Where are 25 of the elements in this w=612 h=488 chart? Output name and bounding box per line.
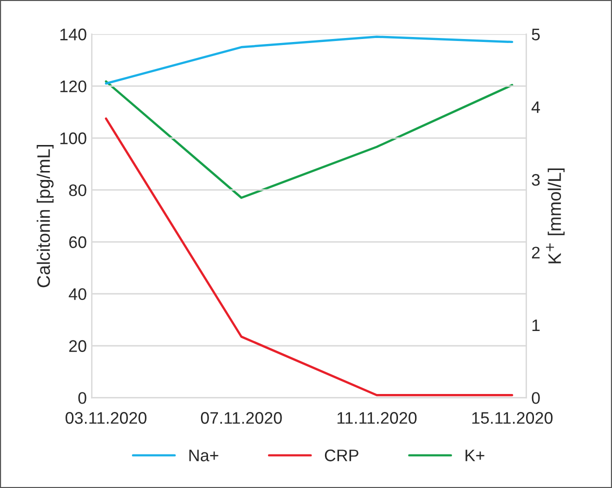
y-tick-label: 80 bbox=[69, 184, 86, 196]
y-tick-label: 40 bbox=[68, 288, 86, 300]
y-axis-title: Calcitonin [pg/mL] bbox=[36, 144, 54, 288]
y2-tick-label: 0 bbox=[532, 392, 540, 404]
y-tick-label: 120 bbox=[60, 80, 86, 92]
legend-label: K+ bbox=[466, 450, 484, 462]
x-tick-label: 11.11.2020 bbox=[338, 412, 417, 424]
y2-tick-label: 2 bbox=[532, 246, 540, 258]
y-tick-label: 100 bbox=[60, 132, 86, 144]
y-tick-label: 140 bbox=[60, 28, 86, 40]
y2-tick-label: 5 bbox=[532, 28, 540, 40]
x-tick-label: 03.11.2020 bbox=[66, 412, 146, 424]
line-series bbox=[104, 36, 514, 85]
y2-tick-label: 3 bbox=[532, 174, 540, 186]
legend-label: Na+ bbox=[189, 450, 218, 462]
y2-tick-label: 4 bbox=[532, 101, 540, 113]
y2-tick-label: 1 bbox=[532, 320, 540, 332]
legend-label: CRP bbox=[324, 450, 358, 462]
y-tick-label: 0 bbox=[78, 392, 86, 404]
line-series bbox=[104, 80, 514, 199]
y-tick-label: 20 bbox=[69, 340, 86, 352]
x-tick-label: 15.11.2020 bbox=[472, 412, 553, 424]
x-tick-label: 07.11.2020 bbox=[200, 412, 282, 424]
y2-axis-title: K$^{+}$ [mmol/L] bbox=[546, 168, 565, 264]
y-tick-label: 60 bbox=[69, 236, 86, 248]
